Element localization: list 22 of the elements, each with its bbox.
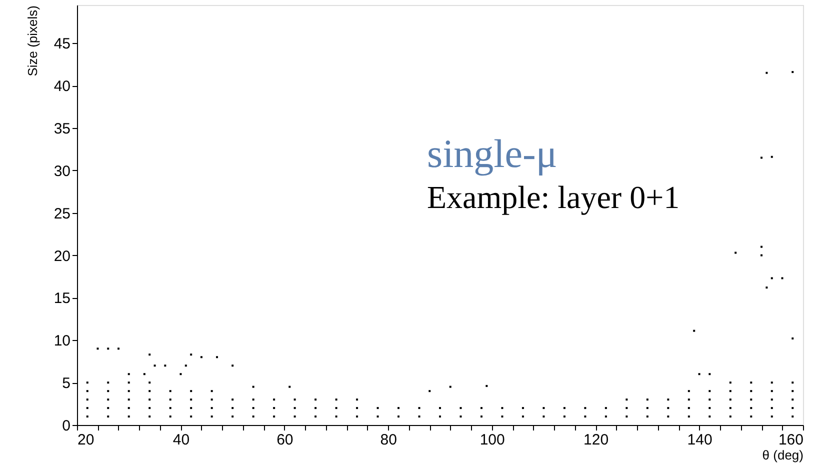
y-tick-label: 35	[54, 120, 70, 138]
y-axis-title: Size (pixels)	[24, 6, 40, 76]
y-tick-label: 40	[54, 78, 70, 96]
x-tick-label: 100	[480, 432, 505, 448]
y-tick-label: 15	[54, 290, 70, 308]
x-tick-label: 140	[687, 432, 712, 448]
x-tick-label: 60	[276, 432, 294, 448]
y-tick-label: 45	[54, 36, 70, 53]
x-tick-label: 80	[380, 432, 397, 448]
y-tick-label: 30	[54, 162, 70, 180]
y-tick-label: 20	[54, 248, 70, 265]
y-tick-label: 0	[62, 418, 70, 434]
y-tick-label: 5	[62, 375, 70, 392]
annotation: single-μ	[427, 131, 558, 176]
x-tick-label: 160	[778, 432, 804, 448]
y-tick-label: 10	[54, 332, 70, 350]
x-tick-label: 120	[584, 432, 609, 448]
annotation: Example: layer 0+1	[427, 179, 680, 215]
x-tick-label: 40	[172, 432, 190, 448]
x-tick-label: 20	[78, 432, 94, 448]
y-tick-label: 25	[54, 205, 70, 222]
x-axis-title: θ (deg)	[762, 448, 804, 462]
